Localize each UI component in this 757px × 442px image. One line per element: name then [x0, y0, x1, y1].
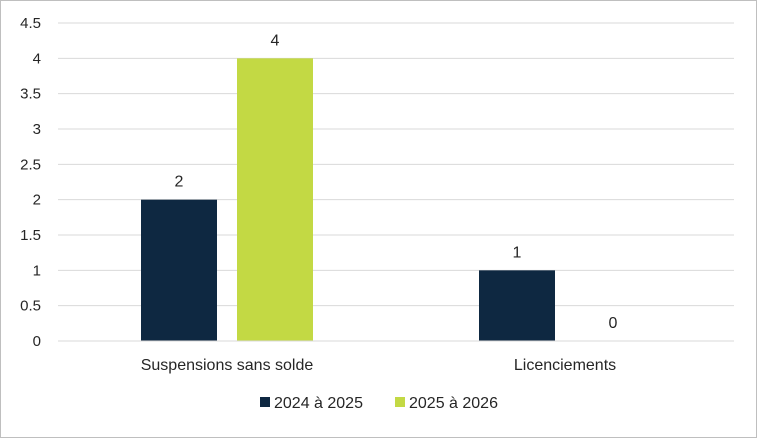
legend-label: 2025 à 2026	[409, 395, 498, 412]
legend: 2024 à 2025 2025 à 2026	[260, 395, 498, 412]
x-category-label: Licenciements	[514, 357, 616, 374]
data-label: 1	[513, 244, 522, 261]
data-label: 2	[175, 174, 184, 191]
y-tick-label: 1.5	[20, 227, 41, 244]
y-tick-label: 2.5	[20, 156, 41, 173]
legend-swatch	[395, 397, 405, 407]
y-tick-label: 3	[33, 121, 41, 138]
y-tick-label: 3.5	[20, 86, 41, 103]
data-label: 4	[271, 32, 280, 49]
bar	[237, 58, 313, 341]
y-tick-label: 4.5	[20, 15, 41, 32]
bars	[141, 58, 555, 341]
y-axis: 0 0.5 1 1.5 2 2.5 3 3.5 4 4.5	[20, 15, 41, 350]
x-category-label: Suspensions sans solde	[141, 357, 314, 374]
y-tick-label: 4	[33, 50, 41, 67]
y-tick-label: 0.5	[20, 298, 41, 315]
y-tick-label: 2	[33, 192, 41, 209]
x-axis: Suspensions sans solde Licenciements	[58, 340, 734, 374]
data-labels: 2 4 1 0	[175, 32, 618, 332]
bar	[479, 270, 555, 341]
y-tick-label: 0	[33, 333, 41, 350]
bar	[141, 199, 217, 341]
data-label: 0	[609, 315, 618, 332]
legend-swatch	[260, 397, 270, 407]
y-tick-label: 1	[33, 262, 41, 279]
legend-label: 2024 à 2025	[274, 395, 363, 412]
